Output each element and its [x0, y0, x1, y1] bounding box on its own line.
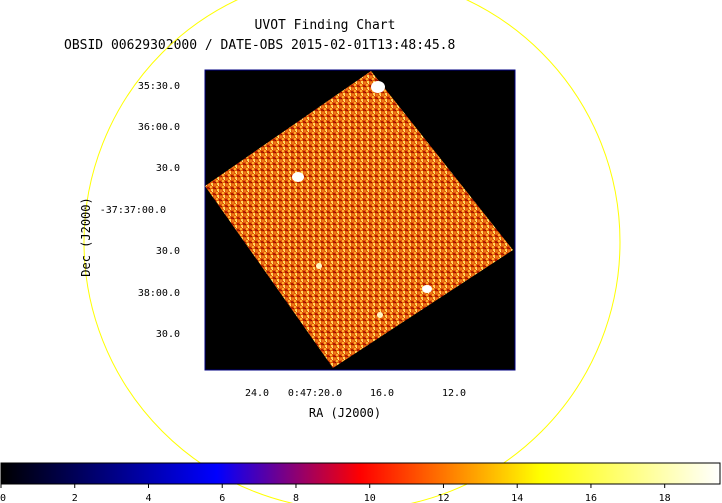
y-axis-label: Dec (J2000) — [79, 197, 93, 276]
y-tick-label: 30.0 — [156, 246, 180, 257]
colorbar-ticks: 0 2 4 6 8 10 12 14 16 18 — [0, 484, 671, 503]
x-tick-label: 24.0 — [245, 388, 269, 399]
y-tick-label: 35:30.0 — [138, 81, 180, 92]
x-axis: 24.0 0:47:20.0 16.0 12.0 RA (J2000) — [245, 388, 466, 420]
y-axis: 35:30.0 36:00.0 30.0 -37:37:00.0 30.0 38… — [79, 81, 180, 340]
y-tick-label: -37:37:00.0 — [100, 205, 166, 216]
colorbar-tick-label: 16 — [585, 493, 597, 503]
y-tick-label: 38:00.0 — [138, 288, 180, 299]
colorbar-tick-label: 2 — [72, 493, 78, 503]
bright-source — [292, 172, 304, 182]
x-tick-label: 0:47:20.0 — [288, 388, 342, 399]
faint-source — [316, 263, 322, 269]
colorbar-tick-label: 18 — [659, 493, 671, 503]
y-tick-label: 30.0 — [156, 163, 180, 174]
colorbar: 0 2 4 6 8 10 12 14 16 18 — [0, 462, 721, 503]
x-tick-label: 16.0 — [370, 388, 394, 399]
x-axis-label: RA (J2000) — [309, 406, 381, 420]
colorbar-tick-label: 0 — [0, 493, 6, 503]
bright-source — [422, 285, 432, 293]
chart-title: UVOT Finding Chart — [255, 18, 396, 33]
y-tick-label: 36:00.0 — [138, 122, 180, 133]
colorbar-gradient — [0, 462, 721, 485]
colorbar-tick-label: 6 — [219, 493, 225, 503]
image-panel — [204, 69, 516, 371]
colorbar-tick-label: 14 — [511, 493, 523, 503]
y-tick-label: 30.0 — [156, 329, 180, 340]
exposure-footprint — [205, 71, 513, 368]
colorbar-tick-label: 8 — [293, 493, 299, 503]
obs-info: OBSID 00629302000 / DATE-OBS 2015-02-01T… — [64, 38, 455, 53]
colorbar-tick-label: 10 — [364, 493, 376, 503]
bright-source — [371, 81, 385, 93]
colorbar-tick-label: 4 — [145, 493, 151, 503]
x-tick-label: 12.0 — [442, 388, 466, 399]
field-of-view-circle — [83, 0, 621, 503]
faint-source — [377, 312, 383, 318]
colorbar-tick-label: 12 — [437, 493, 449, 503]
